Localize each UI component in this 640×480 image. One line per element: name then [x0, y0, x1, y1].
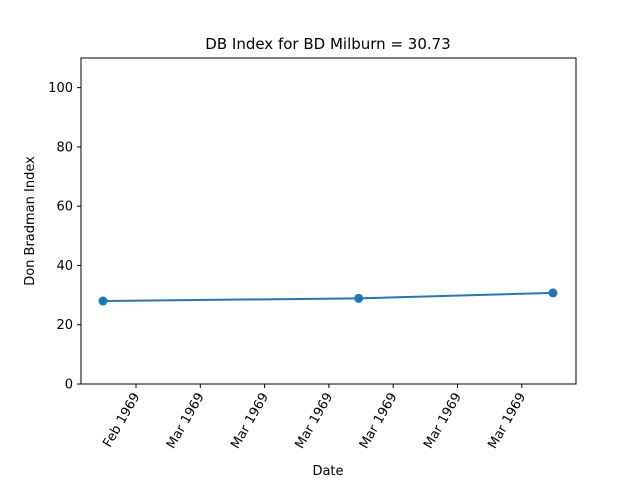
x-tick-label: Feb 1969 — [100, 391, 143, 451]
y-axis-label: Don Bradman Index — [23, 156, 38, 286]
plot-frame — [80, 57, 577, 385]
data-point — [548, 288, 558, 298]
plot-area: 0 20 40 60 80 100 Feb 1969 Mar 1969 Mar 1969 Mar … — [48, 57, 577, 452]
x-tick-label: Mar 1969 — [228, 391, 272, 452]
y-tick-label: 20 — [56, 318, 73, 333]
data-point — [98, 296, 108, 306]
x-tick-label: Mar 1969 — [485, 391, 529, 452]
x-tick-label: Mar 1969 — [421, 391, 465, 452]
data-point — [354, 293, 364, 303]
x-tick-label: Mar 1969 — [292, 391, 336, 452]
y-tick-label: 40 — [56, 259, 73, 274]
y-tick-label: 80 — [56, 140, 73, 155]
x-tick-label: Mar 1969 — [357, 391, 401, 452]
series-line — [102, 291, 554, 303]
x-tick-label: Mar 1969 — [164, 391, 208, 452]
chart-title: DB Index for BD Milburn = 30.73 — [205, 35, 450, 53]
y-tick-label: 60 — [56, 200, 73, 215]
y-tick-label: 0 — [65, 378, 73, 393]
y-tick-label: 100 — [48, 81, 73, 96]
x-axis-label: Date — [312, 464, 343, 479]
